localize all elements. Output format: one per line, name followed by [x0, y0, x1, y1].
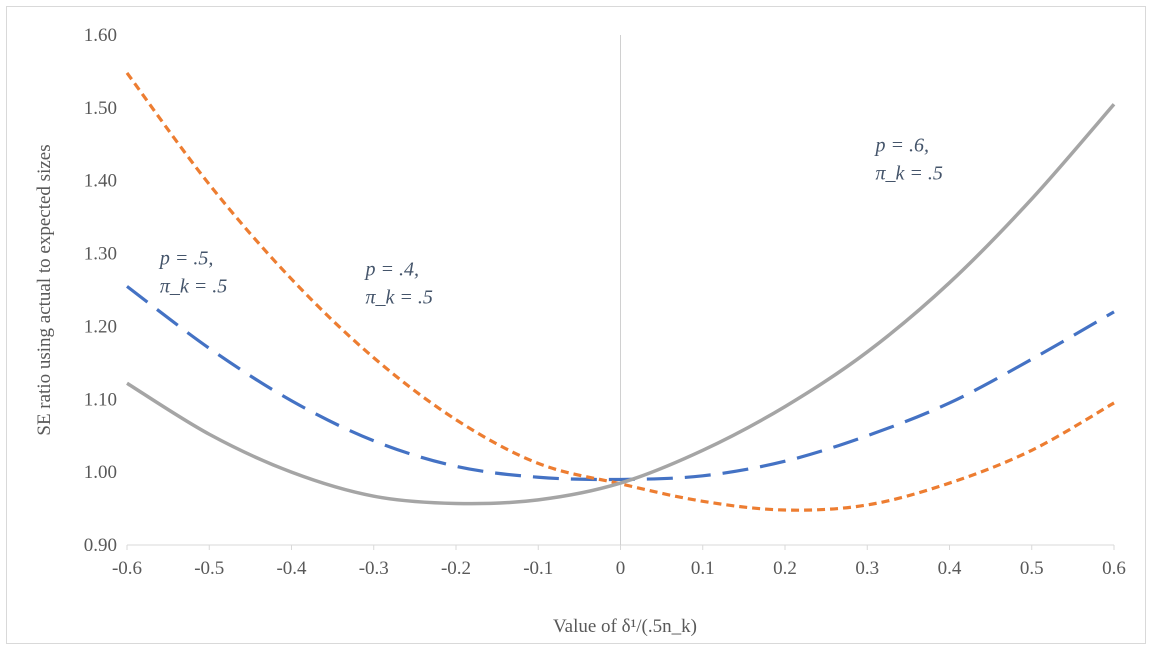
y-tick-label: 1.20	[84, 316, 117, 337]
y-tick-label: 0.90	[84, 535, 117, 556]
x-tick-label: 0.5	[1020, 558, 1044, 579]
plot-area	[125, 35, 1116, 550]
chart-border	[6, 6, 1146, 644]
x-tick-label: -0.6	[112, 558, 142, 579]
x-tick-label: 0.3	[855, 558, 879, 579]
x-tick-label: 0	[616, 558, 626, 579]
series-annotation: p = .5, π_k = .5	[158, 248, 227, 298]
annotation-line1: p = .5,	[158, 248, 214, 270]
y-tick-label: 1.50	[84, 98, 117, 119]
y-axis-title: SE ratio using actual to expected sizes	[34, 144, 55, 435]
x-tick-label: -0.5	[194, 558, 224, 579]
annotation-line2: π_k = .5	[875, 163, 942, 185]
series-line-p06	[126, 103, 1116, 506]
y-tick-label: 1.00	[84, 462, 117, 483]
y-tick-label: 1.30	[84, 244, 117, 265]
labels-layer: 0.90 1.00 1.10 1.20 1.30 1.40 1.50 1.60 -0.6 -0.5…	[84, 25, 1126, 579]
annotation-line1: p = .6,	[873, 135, 929, 157]
series-line-p04	[125, 71, 1115, 512]
annotation-line2: π_k = .5	[366, 286, 433, 308]
annotation-line2: π_k = .5	[160, 276, 227, 298]
x-tick-label: -0.3	[359, 558, 389, 579]
y-tick-label: 1.60	[84, 25, 117, 46]
x-tick-label: -0.1	[523, 558, 553, 579]
y-tick-label: 1.40	[84, 171, 117, 192]
y-tick-label: 1.10	[84, 389, 117, 410]
series-line-p05	[126, 285, 1115, 482]
annotation-line1: p = .4,	[364, 258, 420, 280]
x-tick-label: 0.1	[691, 558, 715, 579]
x-tick-label: 0.2	[773, 558, 797, 579]
x-tick-label: 0.4	[938, 558, 962, 579]
series-annotation: p = .6, π_k = .5	[873, 135, 942, 185]
series-annotation: p = .4, π_k = .5	[364, 258, 433, 308]
x-tick-label: -0.4	[276, 558, 307, 579]
x-tick-label: -0.2	[441, 558, 471, 579]
x-tick-label: 0.6	[1102, 558, 1126, 579]
x-axis-title: Value of δ¹/(.5n_k)	[553, 616, 697, 637]
